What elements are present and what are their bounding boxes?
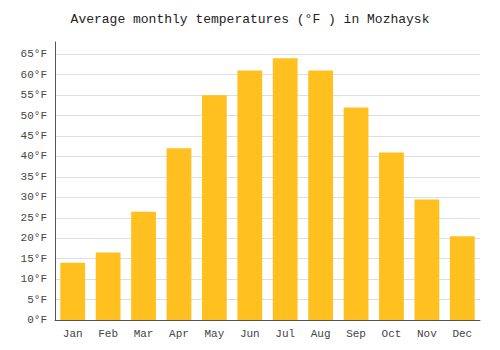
svg-text:Dec: Dec (452, 328, 472, 340)
svg-text:25°F: 25°F (21, 212, 47, 224)
svg-text:10°F: 10°F (21, 273, 47, 285)
svg-text:Feb: Feb (98, 328, 118, 340)
svg-text:Jan: Jan (63, 328, 83, 340)
svg-text:Aug: Aug (311, 328, 331, 340)
svg-text:0°F: 0°F (27, 314, 47, 326)
svg-text:45°F: 45°F (21, 130, 47, 142)
svg-text:65°F: 65°F (21, 48, 47, 60)
svg-text:Jun: Jun (240, 328, 260, 340)
svg-text:Oct: Oct (382, 328, 402, 340)
svg-text:35°F: 35°F (21, 171, 47, 183)
svg-text:Sep: Sep (346, 328, 366, 340)
svg-text:60°F: 60°F (21, 69, 47, 81)
svg-text:Mar: Mar (134, 328, 154, 340)
svg-text:Nov: Nov (417, 328, 437, 340)
svg-text:Jul: Jul (275, 328, 295, 340)
svg-text:May: May (204, 328, 224, 340)
svg-text:15°F: 15°F (21, 253, 47, 265)
svg-text:30°F: 30°F (21, 191, 47, 203)
svg-text:20°F: 20°F (21, 232, 47, 244)
svg-text:5°F: 5°F (27, 294, 47, 306)
svg-text:40°F: 40°F (21, 150, 47, 162)
svg-text:55°F: 55°F (21, 89, 47, 101)
svg-text:Apr: Apr (169, 328, 189, 340)
svg-text:Average monthly temperatures (: Average monthly temperatures (°F ) in Mo… (71, 12, 430, 27)
svg-text:50°F: 50°F (21, 110, 47, 122)
